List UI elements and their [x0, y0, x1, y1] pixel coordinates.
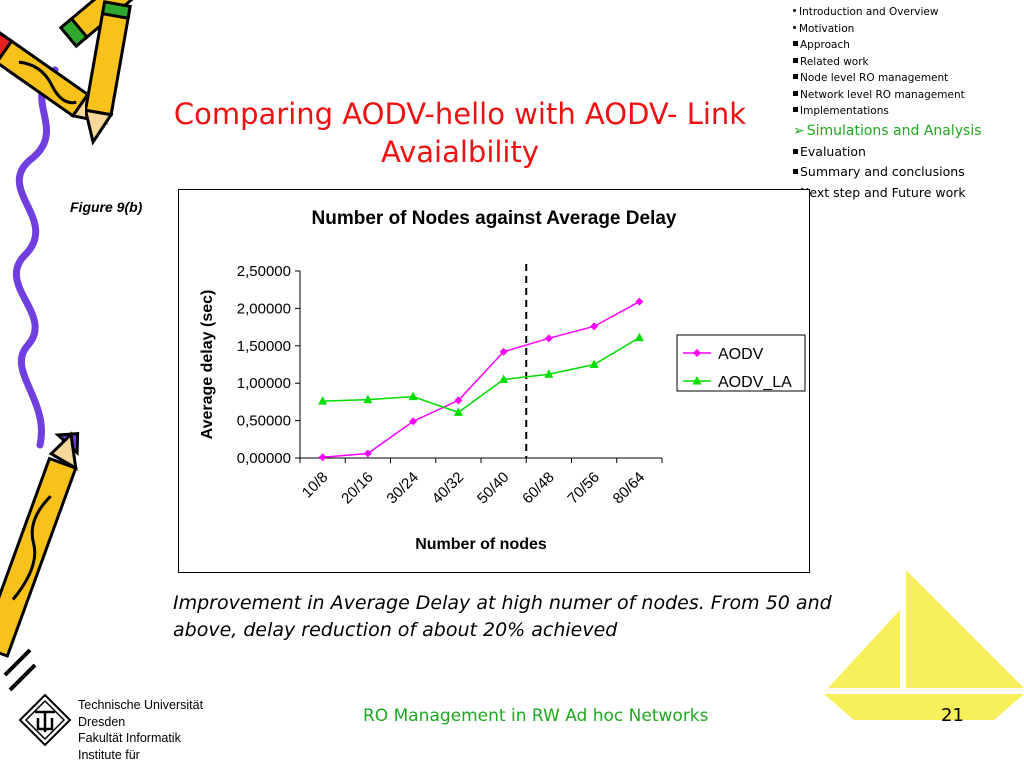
outline-item: Evaluation [793, 142, 1021, 163]
figure-label: Figure 9(b) [70, 199, 143, 215]
legend-label: AODV [718, 346, 764, 363]
outline-item-label: Network level RO management [800, 88, 965, 101]
x-tick-label: 30/24 [383, 469, 422, 508]
data-point-aodv [363, 449, 372, 458]
data-point-aodv [409, 417, 418, 426]
arrow-bullet-icon: ➢ [793, 122, 805, 139]
data-point-aodv-la [692, 376, 702, 385]
line-chart: Number of Nodes against Average Delay 0,0… [199, 208, 806, 553]
outline-item-label: Motivation [799, 22, 855, 35]
y-tick-label: 2,00000 [237, 300, 291, 317]
y-tick-label: 1,00000 [237, 375, 291, 392]
university-line: Institute für [78, 747, 140, 762]
data-point-aodv [693, 349, 701, 357]
university-line: Fakultät Informatik [78, 731, 181, 745]
page-number: 21 [941, 705, 964, 726]
outline-item: Node level RO management [793, 70, 1021, 87]
y-tick-label: 0,50000 [237, 413, 291, 430]
bullet-icon [793, 169, 798, 174]
data-point-aodv-la [634, 332, 644, 342]
bullet-icon [793, 57, 798, 63]
data-point-aodv [454, 396, 463, 405]
outline-item-label: Introduction and Overview [799, 6, 939, 18]
outline-item-label: Simulations and Analysis [806, 122, 982, 139]
data-point-aodv-la [544, 369, 554, 378]
university-line: Dresden [78, 714, 126, 729]
data-point-aodv [318, 453, 327, 462]
footer-title: RO Management in RW Ad hoc Networks [363, 706, 709, 726]
data-point-aodv-la [589, 359, 599, 368]
bullet-icon [793, 74, 798, 79]
outline-item-label: Node level RO management [800, 72, 949, 84]
y-tick-label: 2,50000 [237, 263, 291, 280]
outline-item-label: Next step and Future work [800, 184, 966, 200]
series-line-aodv [322, 301, 640, 458]
outline-item-label: Implementations [800, 105, 889, 117]
x-tick-label: 60/48 [519, 469, 558, 508]
data-point-aodv-la [363, 394, 373, 404]
bullet-icon [793, 107, 798, 112]
slide-caption: Improvement in Average Delay at high num… [173, 592, 832, 641]
bullet-icon [793, 148, 798, 154]
outline-item: Summary and conclusions [793, 162, 1021, 183]
slide-title: Comparing AODV-hello with AODV- Link Ava… [173, 97, 747, 169]
x-tick-label: 10/8 [299, 469, 332, 502]
chart-title: Number of Nodes against Average Delay [312, 208, 677, 229]
series-line-aodv-la [322, 336, 640, 414]
outline-item-label: Summary and conclusions [800, 164, 965, 179]
pencil-icon [0, 431, 80, 692]
outline-item: ➢ Simulations and Analysis [793, 120, 1021, 142]
outline-item-label: Approach [800, 39, 850, 51]
outline-item: Introduction and Overview [793, 4, 1021, 21]
outline-item-label: Evaluation [800, 143, 866, 159]
y-tick-label: 1,50000 [237, 338, 291, 355]
data-point-aodv-la [499, 374, 509, 383]
data-point-aodv-la [408, 391, 418, 401]
pencil-icon [85, 0, 132, 145]
x-tick-label: 40/32 [429, 469, 468, 508]
university-logo-icon [18, 693, 72, 747]
outline-item-label: Related work [800, 55, 869, 68]
outline-item: Related work [793, 54, 1021, 71]
squiggle-line-icon [12, 66, 59, 449]
university-line: Technische Universität [78, 698, 204, 712]
data-point-aodv [590, 322, 599, 331]
outline-menu: Introduction and Overview Motivation Appro… [793, 4, 1021, 203]
university-name: Technische Universität Dresden Fakultät … [78, 697, 203, 763]
bullet-icon [793, 90, 798, 96]
x-tick-label: 80/64 [610, 469, 649, 508]
sailboat-icon [824, 570, 1024, 720]
chart-frame: Number of Nodes against Average Delay 0,0… [178, 189, 810, 573]
y-tick-label: 0,00000 [237, 450, 291, 467]
y-axis-label: Average delay (sec) [199, 290, 216, 440]
x-tick-label: 70/56 [564, 469, 603, 508]
outline-item: Implementations [793, 103, 1021, 120]
data-point-aodv-la [453, 407, 463, 416]
x-tick-label: 20/16 [338, 469, 377, 508]
bullet-icon [793, 25, 796, 29]
bullet-icon [793, 41, 798, 46]
data-point-aodv [499, 347, 508, 356]
data-point-aodv [544, 334, 553, 343]
x-tick-label: 50/40 [474, 469, 513, 508]
x-axis-label: Number of nodes [415, 536, 547, 553]
data-point-aodv [635, 297, 644, 306]
outline-item: Approach [793, 37, 1021, 54]
outline-item: Network level RO management [793, 87, 1021, 104]
bullet-icon [793, 9, 796, 12]
data-point-aodv-la [318, 396, 328, 405]
outline-item: Next step and Future work [793, 183, 1021, 204]
outline-item: Motivation [793, 21, 1021, 38]
legend-label: AODV_LA [718, 374, 792, 391]
